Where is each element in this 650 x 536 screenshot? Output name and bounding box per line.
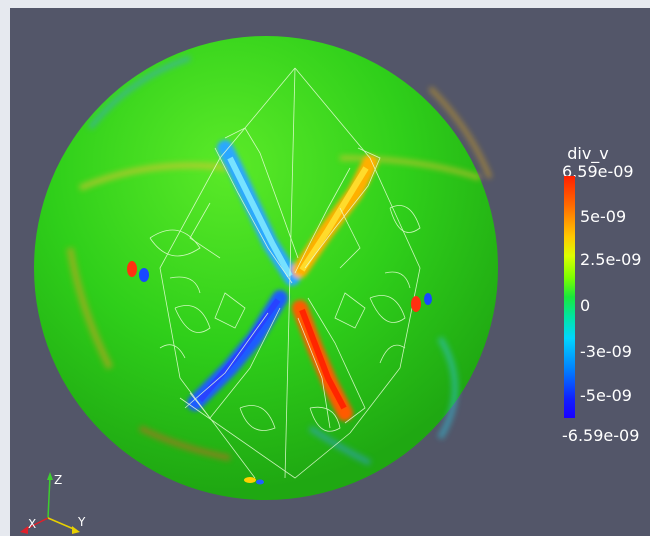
dipole-bottom [244,477,264,485]
z-axis-arrow [47,472,53,480]
colorbar-min-label: -6.59e-09 [562,426,640,445]
divergence-core [197,156,369,410]
color-legend: div_v 6.59e-09 5e-09 2.5e-09 0 -3e-09 -5… [562,140,650,444]
y-axis-arrow [72,526,80,534]
orientation-axes: Z Y X [20,472,86,534]
y-axis-line [47,517,77,531]
dipole-left [127,261,149,282]
surface-shading [66,55,493,466]
colorbar-tick: -3e-09 [580,342,632,361]
x-axis-arrow [20,526,28,534]
colorbar-tick: 0 [580,296,591,315]
x-axis-label: X [28,517,36,531]
y-axis-label: Y [77,515,86,529]
dipole-right [411,293,432,312]
sphere-surface [34,36,498,500]
contour-mesh [149,67,421,479]
colorbar-tick: 2.5e-09 [580,250,642,269]
colorbar-tick: 5e-09 [580,207,627,226]
render-viewport[interactable]: div_v 6.59e-09 5e-09 2.5e-09 0 -3e-09 -5… [10,8,650,536]
colorbar-gradient [564,176,575,418]
colorbar-tick: -5e-09 [580,386,632,405]
colorbar-max-label: 6.59e-09 [562,162,634,181]
z-axis-label: Z [54,473,62,487]
sphere-render [34,36,498,500]
z-axis-line [47,475,51,519]
colorbar-title: div_v [567,144,609,163]
